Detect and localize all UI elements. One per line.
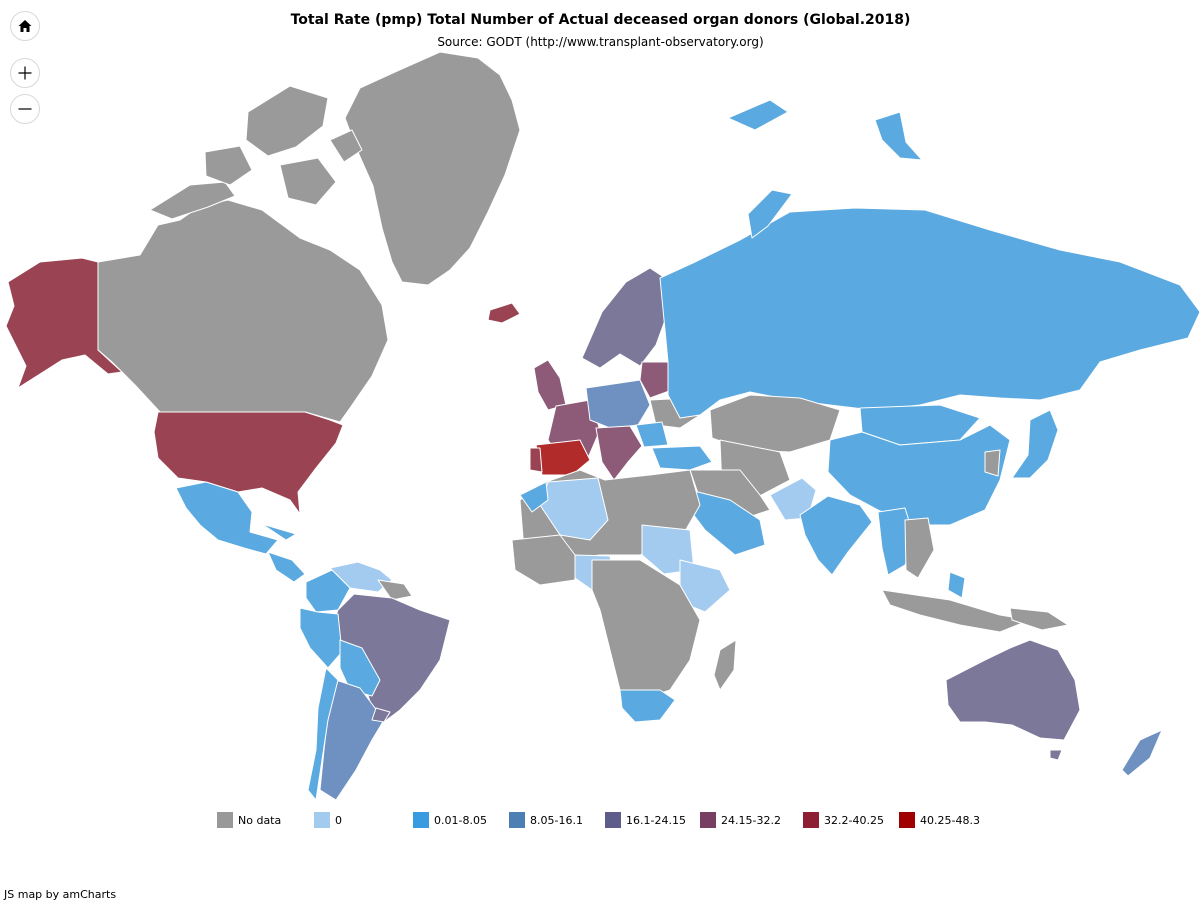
country-mexico[interactable] <box>175 481 279 555</box>
legend-swatch <box>217 812 233 828</box>
legend-swatch <box>509 812 525 828</box>
legend-label: 32.2-40.25 <box>824 813 884 827</box>
country-new-siberian[interactable] <box>874 111 923 161</box>
country-romania-bulgaria[interactable] <box>635 421 669 448</box>
legend-swatch <box>803 812 819 828</box>
country-spain[interactable] <box>535 439 591 476</box>
country-india[interactable] <box>799 495 873 576</box>
legend-swatch <box>314 812 330 828</box>
map-title: Total Rate (pmp) Total Number of Actual … <box>290 12 911 28</box>
country-korea[interactable] <box>984 449 1001 477</box>
country-uk-ireland[interactable] <box>533 359 567 411</box>
home-button[interactable] <box>10 11 40 41</box>
country-franz-josef[interactable] <box>727 99 789 131</box>
legend-swatch <box>899 812 915 828</box>
country-alaska[interactable] <box>5 257 123 389</box>
country-indochina[interactable] <box>904 517 935 579</box>
country-canada-arctic-1[interactable] <box>149 181 236 220</box>
country-russia[interactable] <box>659 207 1201 419</box>
country-iceland[interactable] <box>487 302 521 324</box>
country-morocco[interactable] <box>519 481 549 513</box>
legend-item[interactable]: 24.15-32.2 <box>700 812 781 828</box>
minus-icon <box>18 108 32 110</box>
country-canada-arctic-3[interactable] <box>204 145 253 186</box>
country-indonesia[interactable] <box>881 589 1031 633</box>
legend-label: 16.1-24.15 <box>626 813 686 827</box>
zoom-in-button[interactable] <box>10 58 40 88</box>
legend-label: No data <box>238 813 282 827</box>
legend-label: 0.01-8.05 <box>434 813 487 827</box>
legend-label: 24.15-32.2 <box>721 813 781 827</box>
legend-swatch <box>700 812 716 828</box>
country-south-africa[interactable] <box>619 689 676 723</box>
country-australia[interactable] <box>945 639 1081 741</box>
country-philippines[interactable] <box>947 571 966 599</box>
legend-item[interactable]: 16.1-24.15 <box>605 812 686 828</box>
country-canada-arctic-2[interactable] <box>245 85 329 157</box>
legend-label: 40.25-48.3 <box>920 813 980 827</box>
country-madagascar[interactable] <box>713 639 737 691</box>
country-turkey[interactable] <box>651 445 713 471</box>
legend-item[interactable]: 32.2-40.25 <box>803 812 884 828</box>
zoom-out-button[interactable] <box>10 94 40 124</box>
country-central-america[interactable] <box>267 551 306 583</box>
country-canada-arctic-5[interactable] <box>329 129 363 163</box>
plus-icon <box>18 66 32 80</box>
country-usa[interactable] <box>153 411 344 515</box>
legend-label: 0 <box>335 813 342 827</box>
country-canada-arctic-4[interactable] <box>279 157 337 206</box>
country-china[interactable] <box>827 424 1011 526</box>
legend-swatch <box>413 812 429 828</box>
country-peru-ecuador[interactable] <box>299 607 343 669</box>
legend-swatch <box>605 812 621 828</box>
country-canada[interactable] <box>97 199 389 423</box>
country-bolivia-paraguay[interactable] <box>339 639 381 697</box>
country-tasmania[interactable] <box>1049 749 1063 761</box>
legend-item[interactable]: 0 <box>314 812 342 828</box>
legend-label: 8.05-16.1 <box>530 813 583 827</box>
country-west-africa[interactable] <box>511 534 576 586</box>
country-new-zealand[interactable] <box>1121 729 1163 777</box>
country-cuba[interactable] <box>261 523 297 541</box>
country-belarus-baltics[interactable] <box>639 361 673 399</box>
credit-link[interactable]: JS map by amCharts <box>4 888 117 901</box>
country-italy-balkans[interactable] <box>595 425 643 481</box>
country-novaya-zemlya[interactable] <box>747 189 793 239</box>
country-greenland[interactable] <box>344 51 521 286</box>
country-pakistan-afghanistan[interactable] <box>769 477 817 521</box>
country-japan[interactable] <box>1011 409 1059 479</box>
legend-item[interactable]: 40.25-48.3 <box>899 812 980 828</box>
legend-item[interactable]: 8.05-16.1 <box>509 812 583 828</box>
country-new-guinea[interactable] <box>1009 607 1069 631</box>
legend-item[interactable]: 0.01-8.05 <box>413 812 487 828</box>
country-central-europe[interactable] <box>585 379 651 429</box>
country-scandinavia[interactable] <box>581 267 669 369</box>
country-chile[interactable] <box>307 667 339 801</box>
country-portugal[interactable] <box>529 447 543 473</box>
legend-item[interactable]: No data <box>217 812 281 828</box>
country-uruguay[interactable] <box>371 707 391 723</box>
map-subtitle: Source: GODT (http://www.transplant-obse… <box>437 35 764 49</box>
country-guianas[interactable] <box>377 579 413 601</box>
home-icon <box>18 20 32 32</box>
